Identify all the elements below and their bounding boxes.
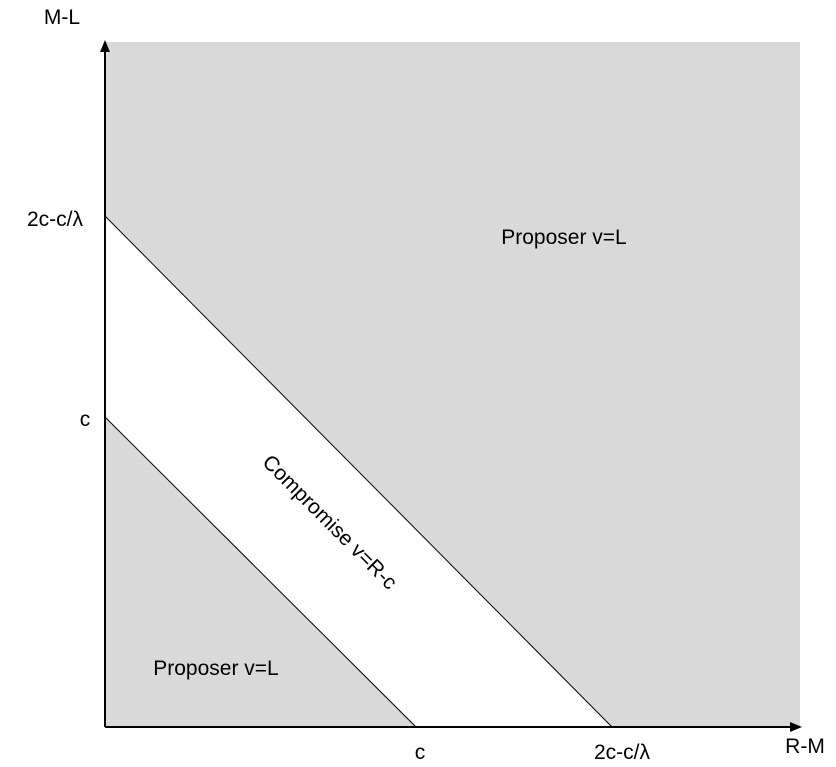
lower-boundary-line bbox=[104, 416, 417, 728]
region-label-upper: Proposer v=L bbox=[501, 226, 627, 249]
upper-boundary-line bbox=[104, 215, 613, 728]
x-axis-label: R-M bbox=[785, 735, 825, 758]
region-upper-proposer bbox=[105, 42, 800, 727]
y-tick-lower: c bbox=[80, 408, 91, 431]
y-tick-upper: 2c-c/λ bbox=[27, 208, 84, 231]
region-label-lower: Proposer v=L bbox=[153, 657, 279, 680]
y-axis-arrowhead bbox=[100, 40, 110, 52]
y-axis-label: M-L bbox=[44, 6, 80, 29]
x-axis-arrowhead bbox=[790, 722, 802, 732]
x-tick-lower: c bbox=[415, 741, 426, 764]
x-tick-upper: 2c-c/λ bbox=[594, 741, 651, 764]
